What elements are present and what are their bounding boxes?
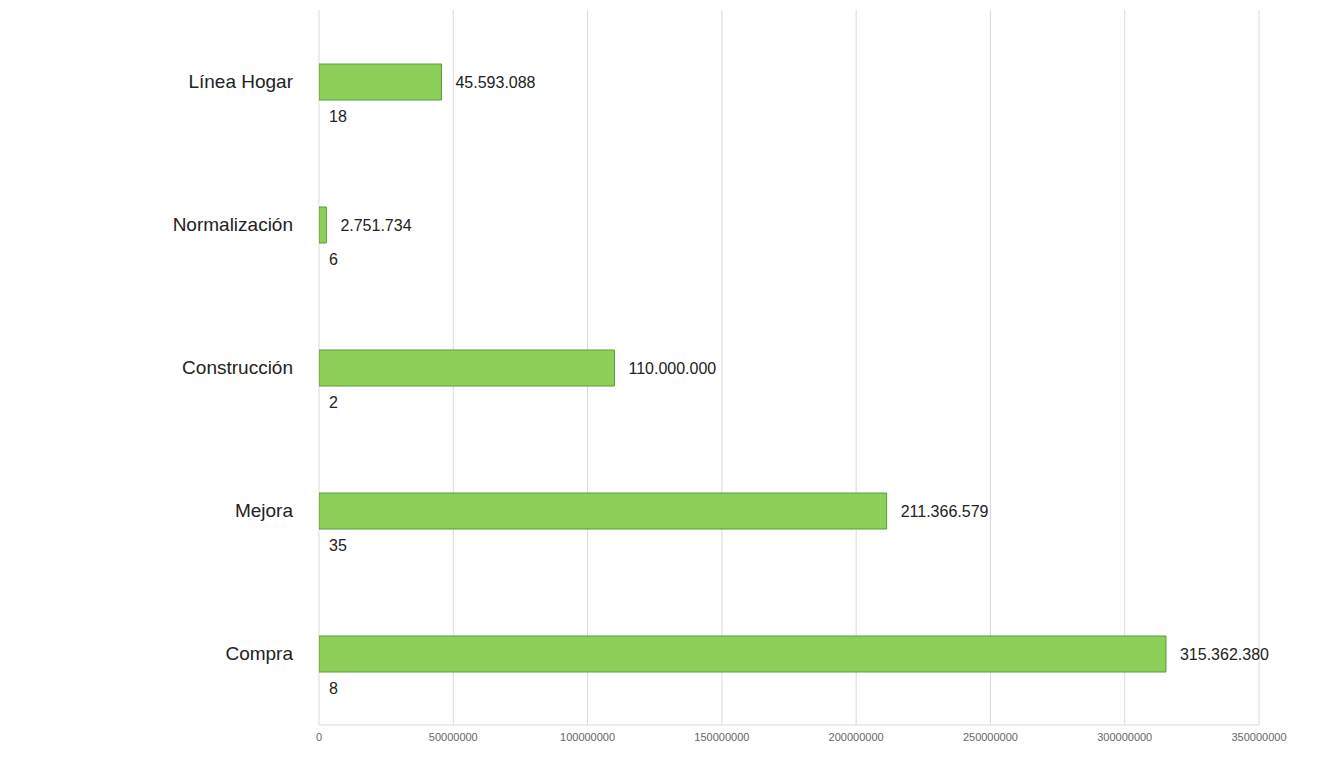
svg-text:50000000: 50000000 xyxy=(429,731,478,743)
svg-text:8: 8 xyxy=(329,680,338,697)
svg-text:35: 35 xyxy=(329,537,347,554)
svg-text:0: 0 xyxy=(316,731,322,743)
svg-text:300000000: 300000000 xyxy=(1097,731,1152,743)
svg-text:2.751.734: 2.751.734 xyxy=(340,217,411,234)
svg-text:350000000: 350000000 xyxy=(1231,731,1286,743)
svg-text:315.362.380: 315.362.380 xyxy=(1180,646,1269,663)
svg-text:150000000: 150000000 xyxy=(694,731,749,743)
svg-text:Línea Hogar: Línea Hogar xyxy=(188,71,293,92)
svg-text:45.593.088: 45.593.088 xyxy=(455,74,535,91)
svg-text:200000000: 200000000 xyxy=(829,731,884,743)
svg-text:250000000: 250000000 xyxy=(963,731,1018,743)
svg-text:18: 18 xyxy=(329,108,347,125)
svg-text:Mejora: Mejora xyxy=(235,500,294,521)
svg-text:Construcción: Construcción xyxy=(182,357,293,378)
svg-text:2: 2 xyxy=(329,394,338,411)
svg-text:110.000.000: 110.000.000 xyxy=(628,360,716,377)
svg-text:6: 6 xyxy=(329,251,338,268)
svg-text:100000000: 100000000 xyxy=(560,731,615,743)
svg-text:Normalización: Normalización xyxy=(173,214,293,235)
svg-text:Compra: Compra xyxy=(225,643,293,664)
svg-text:211.366.579: 211.366.579 xyxy=(901,503,989,520)
